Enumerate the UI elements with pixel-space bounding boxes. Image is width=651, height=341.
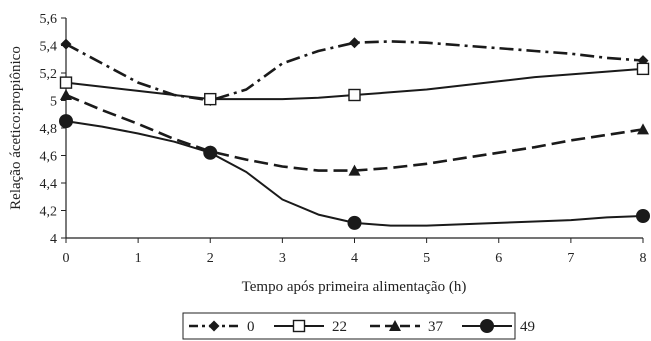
x-tick-label: 2	[207, 251, 214, 266]
x-tick-label: 8	[640, 251, 647, 266]
series-line-0	[65, 40, 644, 102]
x-tick-label: 1	[135, 251, 142, 266]
data-point-49	[347, 215, 362, 230]
legend-label-49: 49	[520, 319, 535, 335]
data-point-49	[203, 145, 218, 160]
y-axis-title: Relação ácetico:propiônico	[8, 46, 24, 210]
y-tick-label: 5,4	[40, 40, 58, 55]
y-tick-label: 4,4	[40, 177, 58, 192]
legend-label-37: 37	[428, 319, 444, 335]
series-lines	[65, 40, 644, 227]
data-point-22	[204, 92, 217, 106]
data-point-37	[637, 123, 649, 135]
legend-marker-37	[389, 320, 401, 331]
legend-label-0: 0	[247, 319, 255, 335]
legend-box	[182, 312, 516, 340]
x-tick-label: 6	[495, 251, 502, 266]
data-point-0	[349, 37, 360, 49]
data-point-37	[348, 164, 361, 176]
y-tick-label: 4,6	[40, 150, 58, 165]
x-ticks: 0 1 2 3 4 5 6 7 8	[63, 238, 647, 266]
data-point-22	[636, 62, 650, 76]
legend-label-22: 22	[332, 319, 347, 335]
y-ticks: 4 4,2 4,4 4,6 4,8 5 5,2 5,4 5,6	[40, 12, 66, 247]
y-tick-label: 4	[50, 232, 57, 247]
series-line-37	[65, 93, 644, 172]
y-tick-label: 5,6	[40, 12, 58, 27]
data-point-49	[636, 209, 650, 223]
legend-marker-22	[292, 319, 306, 333]
x-tick-label: 7	[567, 251, 574, 266]
y-tick-label: 5	[50, 95, 57, 110]
x-tick-label: 5	[423, 251, 430, 266]
y-tick-label: 4,8	[40, 122, 58, 137]
data-point-0	[60, 38, 72, 50]
legend-marker-0	[208, 320, 220, 332]
x-tick-label: 4	[351, 251, 358, 266]
y-tick-label: 4,2	[40, 205, 58, 220]
legend-marker-49	[480, 319, 494, 333]
x-axis-title: Tempo após primeira alimentação (h)	[242, 279, 467, 295]
axes	[65, 18, 643, 239]
data-point-22	[348, 88, 361, 102]
legend: 0 22 37 49	[182, 312, 535, 340]
x-tick-label: 0	[63, 251, 70, 266]
series-markers	[59, 37, 650, 230]
y-tick-label: 5,2	[40, 67, 58, 82]
data-point-22	[59, 76, 73, 89]
data-point-49	[59, 114, 73, 129]
data-point-37	[60, 89, 72, 100]
x-tick-label: 3	[279, 251, 286, 266]
